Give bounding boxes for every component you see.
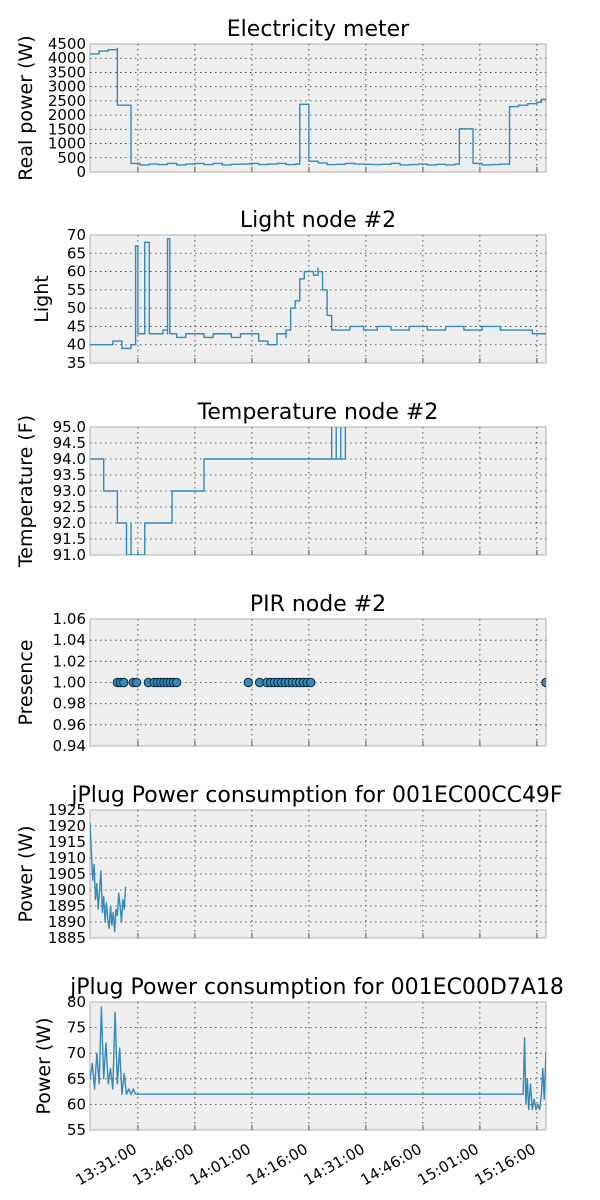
x-tick-label: 14:46:00 (358, 1140, 425, 1189)
y-tick-label: 35 (67, 354, 86, 372)
y-tick-label: 2000 (48, 106, 86, 124)
chart-title: Temperature node #2 (197, 400, 439, 425)
data-point (171, 677, 182, 688)
y-tick-label: 50 (67, 299, 86, 317)
chart-title: Light node #2 (240, 208, 396, 233)
series-line (90, 237, 546, 350)
y-tick-label: 500 (57, 149, 86, 167)
series-line (90, 822, 127, 933)
plot-area (89, 426, 547, 556)
plot-area (89, 234, 547, 364)
plot-area (89, 809, 547, 939)
y-axis-label: Real power (W) (15, 35, 37, 180)
y-tick-label: 1.00 (53, 674, 86, 692)
chart-title: Electricity meter (227, 17, 410, 42)
y-tick-label: 1.06 (53, 610, 86, 628)
y-tick-label: 94.5 (53, 434, 86, 452)
y-tick-label: 92.5 (53, 498, 86, 516)
y-tick-label: 1910 (48, 849, 86, 867)
data-point (243, 677, 253, 688)
y-tick-label: 0.98 (53, 695, 86, 713)
y-tick-label: 80 (67, 993, 86, 1011)
y-tick-label: 1890 (48, 913, 86, 931)
x-tick-label: 15:16:00 (472, 1140, 539, 1189)
data-point (306, 677, 316, 688)
y-tick-label: 91.0 (53, 546, 86, 564)
y-tick-label: 55 (67, 1121, 86, 1139)
y-tick-label: 92.0 (53, 514, 86, 532)
chart-title: jPlug Power consumption for 001EC00CC49F (70, 783, 562, 808)
series-line (90, 47, 546, 166)
y-tick-label: 0.94 (53, 737, 86, 755)
chart-title: PIR node #2 (250, 592, 386, 617)
series-line (90, 427, 347, 555)
y-tick-label: 93.0 (53, 482, 86, 500)
y-tick-label: 1925 (48, 801, 86, 819)
y-tick-label: 1.02 (53, 652, 86, 670)
x-tick-label: 15:01:00 (415, 1140, 482, 1189)
plot-area (89, 43, 547, 173)
y-axis-label: Presence (15, 640, 37, 726)
chart-panel-4: 0.94 0.96 0.98 1.00 1.02 1.04 1.06 PIR node #2 P… (15, 592, 547, 755)
y-tick-label: 75 (67, 1019, 86, 1037)
y-tick-label: 1920 (48, 817, 86, 835)
data-point (131, 677, 142, 688)
chart-title: jPlug Power consumption for 001EC00D7A18 (69, 975, 564, 1000)
y-tick-label: 1895 (48, 897, 86, 915)
y-tick-label: 65 (67, 244, 86, 262)
y-tick-label: 2500 (48, 92, 86, 110)
y-tick-label: 65 (67, 1070, 86, 1088)
y-tick-label: 4000 (48, 49, 86, 67)
y-tick-label: 93.5 (53, 466, 86, 484)
data-point (541, 677, 546, 688)
y-axis-label: Light (31, 275, 53, 322)
y-tick-label: 1500 (48, 120, 86, 138)
x-tick-label: 14:31:00 (301, 1140, 368, 1189)
x-tick-label: 14:16:00 (244, 1140, 311, 1189)
plot-area (89, 1001, 547, 1131)
y-tick-label: 1.04 (53, 631, 86, 649)
y-tick-label: 1900 (48, 881, 86, 899)
data-point (119, 677, 129, 688)
y-axis-label: Temperature (F) (15, 415, 37, 568)
y-tick-label: 1915 (48, 833, 86, 851)
y-axis-label: Power (W) (15, 825, 37, 922)
y-tick-label: 4500 (48, 35, 86, 53)
x-tick-label: 14:01:00 (187, 1140, 254, 1189)
y-tick-label: 94.0 (53, 450, 86, 468)
y-axis-label: Power (W) (33, 1017, 55, 1114)
y-tick-label: 60 (67, 263, 86, 281)
chart-panel-3: 91.091.592.092.593.093.594.094.595.0 Temp… (15, 400, 547, 568)
y-tick-label: 95.0 (53, 418, 86, 436)
y-tick-label: 0 (76, 163, 86, 181)
y-tick-label: 0.96 (53, 716, 86, 734)
y-tick-label: 91.5 (53, 530, 86, 548)
chart-panel-5: 188518901895190019051910191519201925jPlu… (15, 783, 563, 947)
x-tick-label: 13:46:00 (130, 1140, 197, 1189)
y-tick-label: 1000 (48, 135, 86, 153)
y-tick-label: 1905 (48, 865, 86, 883)
y-tick-label: 40 (67, 336, 86, 354)
y-tick-label: 1885 (48, 929, 86, 947)
x-tick-label: 13:31:00 (73, 1140, 140, 1189)
y-tick-label: 3000 (48, 78, 86, 96)
y-tick-label: 55 (67, 281, 86, 299)
series-line (90, 1006, 546, 1111)
y-tick-label: 70 (67, 1044, 86, 1062)
y-tick-label: 45 (67, 317, 86, 335)
y-tick-label: 60 (67, 1095, 86, 1113)
y-tick-label: 3500 (48, 63, 86, 81)
y-tick-label: 70 (67, 226, 86, 244)
